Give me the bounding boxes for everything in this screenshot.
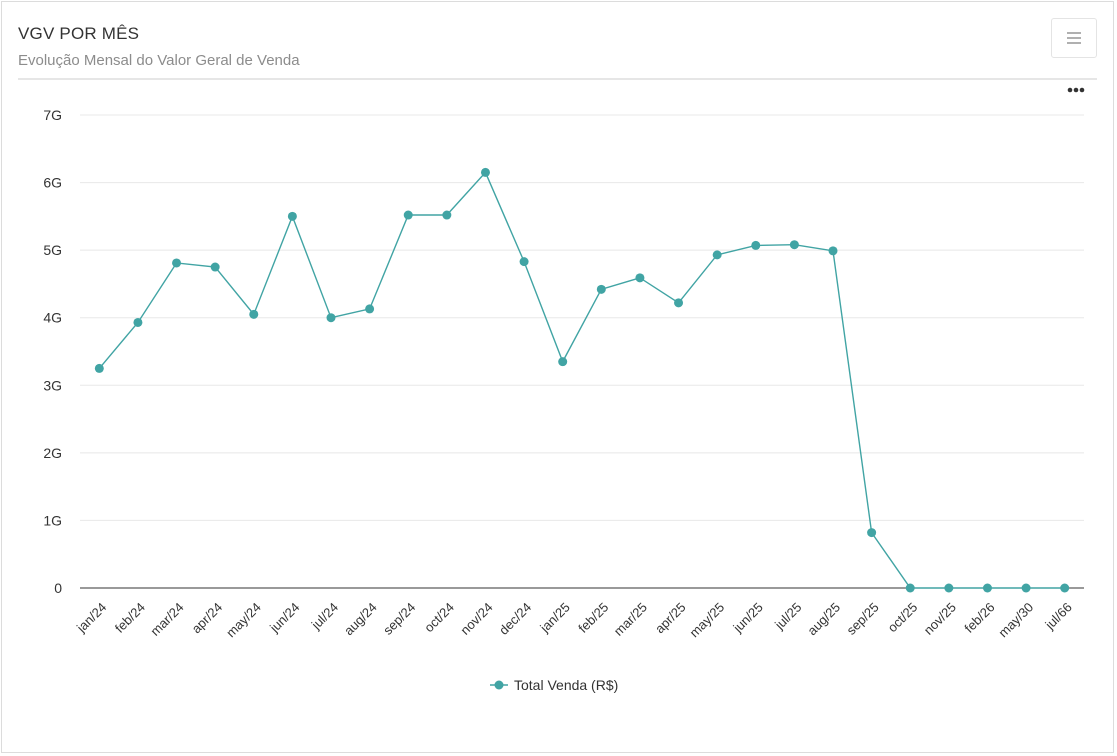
data-point[interactable]	[133, 317, 143, 327]
x-tick-label: jun/24	[266, 600, 302, 636]
data-point[interactable]	[403, 210, 413, 220]
y-tick-label: 2G	[43, 445, 62, 461]
x-tick-label: jan/25	[536, 600, 572, 636]
data-point[interactable]	[674, 298, 684, 308]
y-tick-label: 5G	[43, 242, 62, 258]
legend-marker	[494, 680, 504, 690]
y-tick-label: 6G	[43, 175, 62, 191]
legend-label: Total Venda (R$)	[514, 677, 618, 693]
x-tick-label: mar/25	[611, 600, 650, 639]
x-tick-label: feb/24	[112, 600, 148, 636]
x-tick-label: jul/25	[771, 600, 804, 633]
y-axis-ticks: 0 1G 2G 3G 4G 5G 6G 7G	[43, 107, 62, 596]
data-point[interactable]	[480, 167, 490, 177]
chart-title: VGV POR MÊS	[18, 24, 140, 43]
series-line	[98, 171, 1065, 589]
x-tick-label: oct/24	[421, 600, 457, 636]
data-point[interactable]	[712, 250, 722, 260]
data-point[interactable]	[94, 363, 104, 373]
x-tick-label: sep/25	[844, 600, 882, 638]
y-tick-label: 0	[54, 580, 62, 596]
x-tick-label: aug/24	[341, 600, 380, 639]
x-tick-label: jul/24	[308, 600, 341, 633]
data-point[interactable]	[365, 304, 375, 314]
x-tick-label: apr/25	[652, 600, 689, 637]
chart-area: 0 1G 2G 3G 4G 5G 6G 7G jan/24 feb/24 mar/24 apr/24…	[2, 80, 1115, 752]
data-point[interactable]	[172, 258, 182, 268]
x-tick-label: sep/24	[380, 600, 418, 638]
data-point[interactable]	[326, 313, 336, 323]
data-point[interactable]	[558, 357, 568, 367]
data-point[interactable]	[287, 211, 297, 221]
data-point[interactable]	[442, 210, 452, 220]
ellipsis-icon[interactable]	[1067, 87, 1085, 93]
series-line-layer	[98, 171, 1065, 589]
data-point[interactable]	[828, 246, 838, 256]
menu-button[interactable]	[1051, 18, 1097, 58]
x-tick-label: may/24	[223, 600, 264, 641]
line-chart: 0 1G 2G 3G 4G 5G 6G 7G jan/24 feb/24 mar/24 apr/24…	[43, 87, 1085, 693]
series-points	[94, 167, 1070, 593]
x-tick-label: mar/24	[147, 600, 186, 639]
y-tick-label: 3G	[43, 377, 62, 393]
data-point[interactable]	[867, 528, 877, 538]
x-tick-label: jul/66	[1042, 600, 1075, 633]
card-header: VGV POR MÊS Evolução Mensal do Valor Ger…	[18, 14, 1097, 80]
x-tick-label: feb/25	[575, 600, 611, 636]
data-point[interactable]	[789, 240, 799, 250]
x-tick-label: may/30	[995, 600, 1036, 641]
x-tick-label: nov/25	[921, 600, 959, 638]
data-point[interactable]	[519, 257, 529, 267]
data-point[interactable]	[751, 240, 761, 250]
data-point[interactable]	[982, 583, 992, 593]
data-point[interactable]	[249, 309, 259, 319]
data-point[interactable]	[905, 583, 915, 593]
chart-subtitle: Evolução Mensal do Valor Geral de Venda	[18, 52, 300, 69]
x-tick-label: feb/26	[961, 600, 997, 636]
data-point[interactable]	[1060, 583, 1070, 593]
hamburger-menu-icon	[1067, 32, 1081, 44]
data-point[interactable]	[635, 273, 645, 283]
x-tick-label: oct/25	[885, 600, 921, 636]
x-tick-label: jan/24	[73, 600, 109, 636]
x-tick-label: nov/24	[457, 600, 495, 638]
y-tick-label: 1G	[43, 512, 62, 528]
x-tick-label: may/25	[687, 600, 728, 641]
data-point[interactable]	[210, 262, 220, 272]
legend[interactable]: Total Venda (R$)	[490, 677, 618, 693]
grid-lines	[80, 114, 1084, 589]
x-tick-label: dec/24	[496, 600, 534, 638]
data-point[interactable]	[1021, 583, 1031, 593]
y-tick-label: 4G	[43, 310, 62, 326]
data-point[interactable]	[596, 284, 606, 294]
x-tick-label: aug/25	[804, 600, 843, 639]
data-point[interactable]	[944, 583, 954, 593]
x-tick-label: apr/24	[189, 600, 226, 637]
y-tick-label: 7G	[43, 107, 62, 123]
x-tick-label: jun/25	[730, 600, 766, 636]
